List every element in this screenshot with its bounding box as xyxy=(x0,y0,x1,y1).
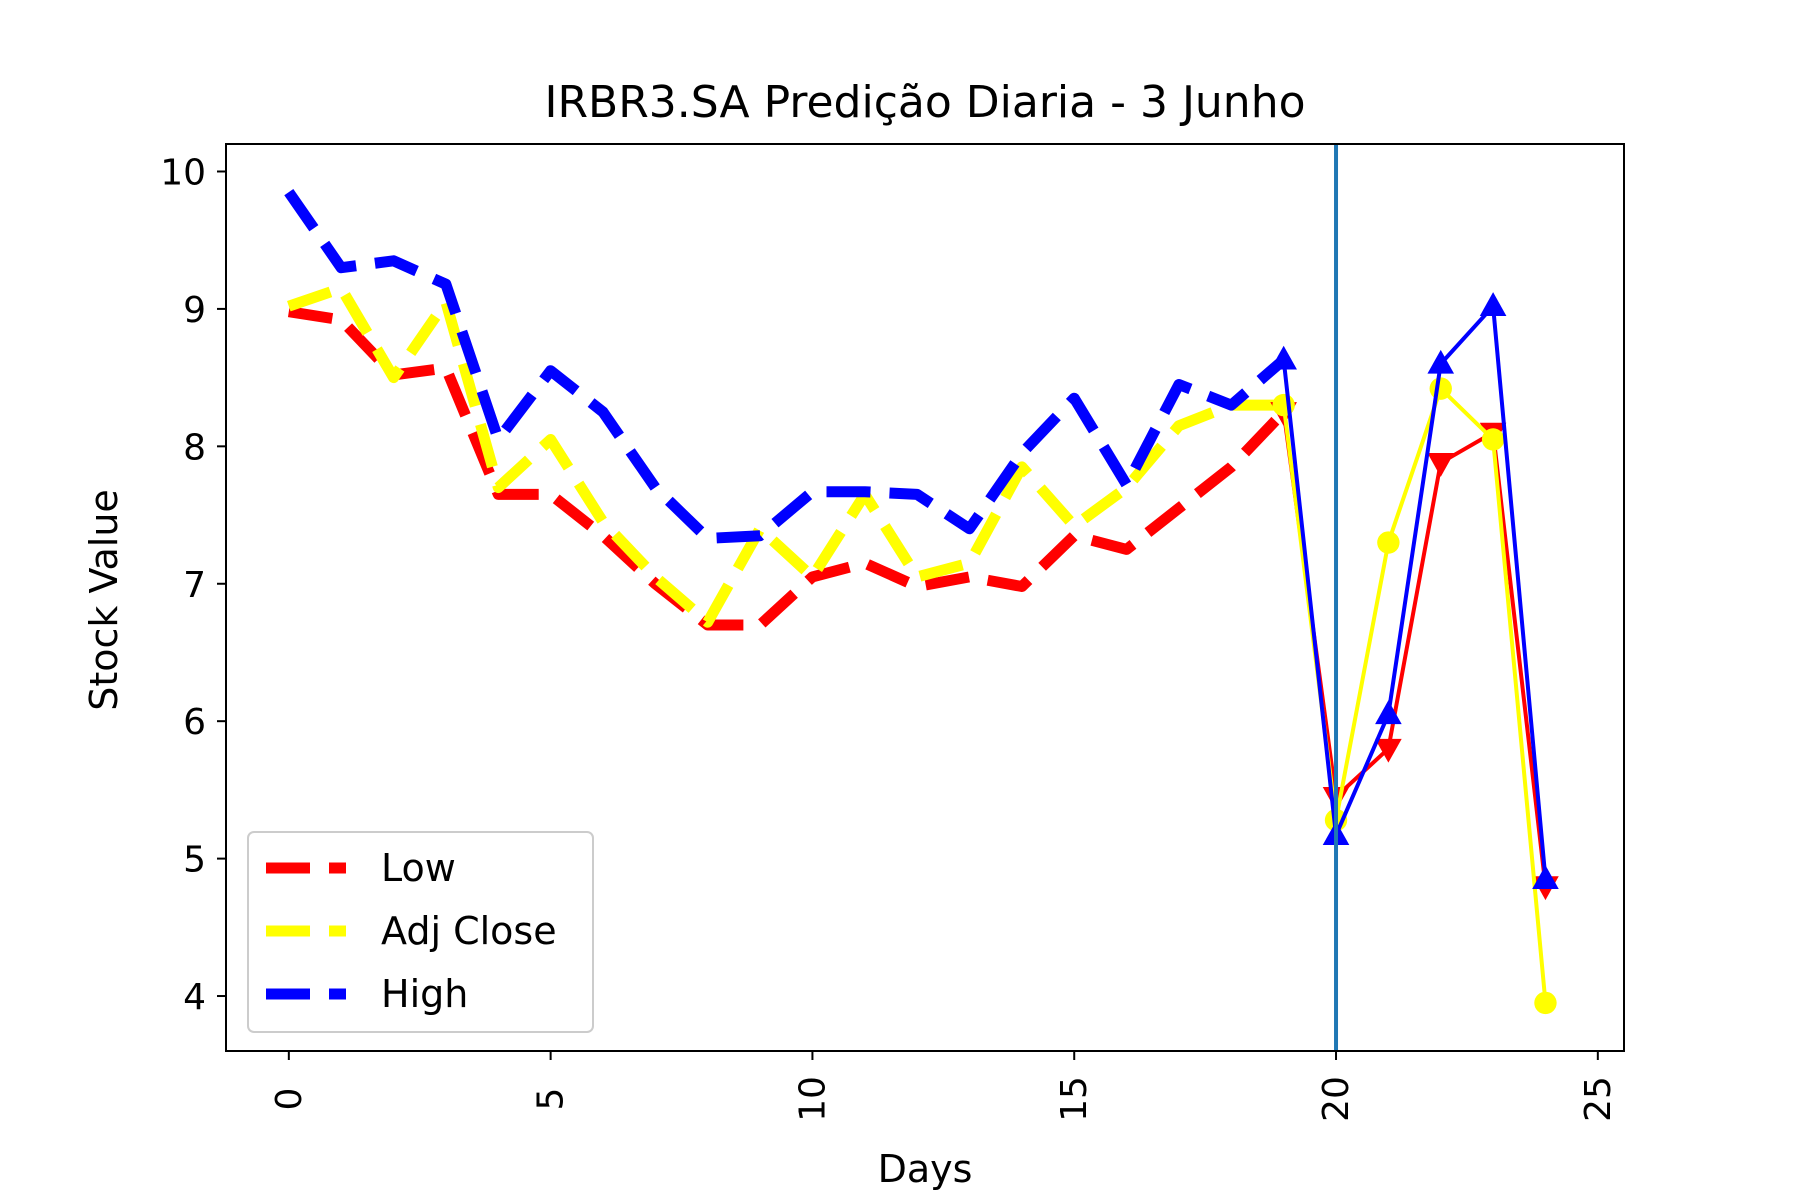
y-tick-label: 8 xyxy=(183,427,206,468)
data-point-adj-close xyxy=(1429,377,1452,400)
prediction-line-low xyxy=(1281,411,1548,887)
data-point-adj-close xyxy=(1377,531,1400,554)
plot-frame xyxy=(225,143,1625,1052)
data-point-low xyxy=(1427,453,1455,477)
data-point-adj-close xyxy=(1534,991,1557,1015)
x-tick-label: 25 xyxy=(1578,1076,1619,1122)
legend-box xyxy=(247,831,594,1033)
prediction-line-high xyxy=(1281,304,1548,880)
data-point-high xyxy=(1375,700,1402,725)
legend-label-high: High xyxy=(381,972,468,1016)
ticks-layer: 0 5 10 15 20 25 4 5 6 7 8 9 10 xyxy=(160,152,1619,1121)
legend-label-adj-close: Adj Close xyxy=(381,909,557,953)
data-point-high xyxy=(1427,349,1455,374)
y-tick-label: 5 xyxy=(183,840,206,881)
plot-layer xyxy=(284,144,1559,1051)
data-point-high xyxy=(1479,292,1507,316)
y-tick-label: 7 xyxy=(183,565,206,606)
chart-title: IRBR3.SA Predição Diaria - 3 Junho xyxy=(544,77,1305,128)
legend-label-low: Low xyxy=(381,846,456,890)
y-tick-label: 4 xyxy=(183,977,206,1018)
history-line-high xyxy=(284,188,1288,544)
data-point-high xyxy=(1270,345,1297,370)
history-line-adj-close xyxy=(287,282,1284,628)
y-tick-label: 9 xyxy=(183,290,206,331)
data-point-adj-close xyxy=(1481,428,1505,451)
x-tick-label: 10 xyxy=(792,1076,833,1122)
data-point-low xyxy=(1375,738,1402,763)
y-axis-label: Stock Value xyxy=(82,489,126,711)
legend: Low Adj Close High xyxy=(247,831,594,1033)
data-point-high xyxy=(1532,865,1559,890)
y-tick-label: 6 xyxy=(183,702,206,743)
x-tick-label: 15 xyxy=(1054,1076,1095,1122)
x-tick-label: 5 xyxy=(531,1088,572,1111)
x-tick-label: 20 xyxy=(1316,1076,1357,1122)
y-tick-label: 10 xyxy=(160,152,206,193)
history-line-low xyxy=(287,306,1288,631)
x-axis-label: Days xyxy=(878,1147,973,1191)
x-tick-label: 0 xyxy=(269,1088,310,1111)
